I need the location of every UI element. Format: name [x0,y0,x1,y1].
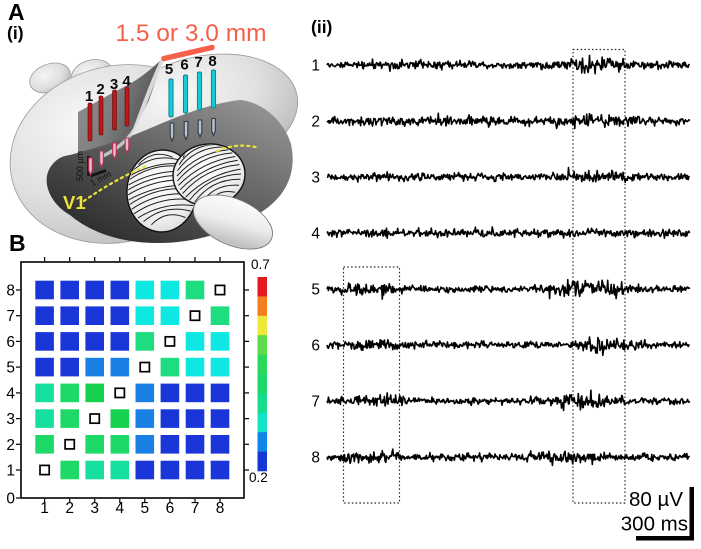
svg-text:8: 8 [208,53,216,70]
svg-text:7: 7 [6,308,15,325]
svg-text:6: 6 [180,57,188,74]
svg-text:0.7: 0.7 [251,257,270,272]
svg-text:2: 2 [65,500,74,517]
svg-text:7: 7 [194,54,202,71]
svg-text:500 µm: 500 µm [75,151,85,181]
svg-text:1: 1 [40,500,49,517]
svg-text:(i): (i) [7,23,24,43]
svg-text:V1: V1 [63,192,86,213]
svg-text:1: 1 [85,88,93,105]
svg-text:6: 6 [6,334,15,351]
svg-text:2: 2 [6,437,15,454]
svg-text:0.2: 0.2 [249,470,268,485]
svg-text:5: 5 [165,61,173,78]
svg-text:80 µV: 80 µV [629,488,683,511]
svg-text:2: 2 [96,81,104,98]
svg-text:7: 7 [311,394,320,411]
svg-text:8: 8 [311,450,320,467]
svg-text:1.5 or 3.0 mm: 1.5 or 3.0 mm [115,20,266,47]
svg-text:5: 5 [311,282,320,299]
svg-text:8: 8 [6,283,15,300]
svg-text:1: 1 [6,463,15,480]
svg-text:B: B [9,230,26,256]
svg-text:4: 4 [311,226,320,243]
svg-text:3: 3 [90,500,99,517]
svg-text:4: 4 [6,385,15,402]
svg-text:0: 0 [6,491,15,508]
svg-text:3: 3 [110,76,118,93]
svg-text:300 ms: 300 ms [621,513,688,536]
svg-text:3: 3 [6,411,15,428]
svg-text:4: 4 [122,73,131,90]
svg-text:3: 3 [311,170,320,187]
svg-text:4: 4 [115,500,124,517]
svg-text:8: 8 [216,500,225,517]
svg-text:(ii): (ii) [311,17,332,37]
svg-text:5: 5 [6,360,15,377]
svg-text:2: 2 [311,114,320,131]
svg-text:6: 6 [166,500,175,517]
svg-text:7: 7 [191,500,200,517]
svg-text:A: A [8,0,25,25]
svg-text:6: 6 [311,338,320,355]
svg-text:1: 1 [311,58,320,75]
svg-text:5: 5 [140,500,149,517]
